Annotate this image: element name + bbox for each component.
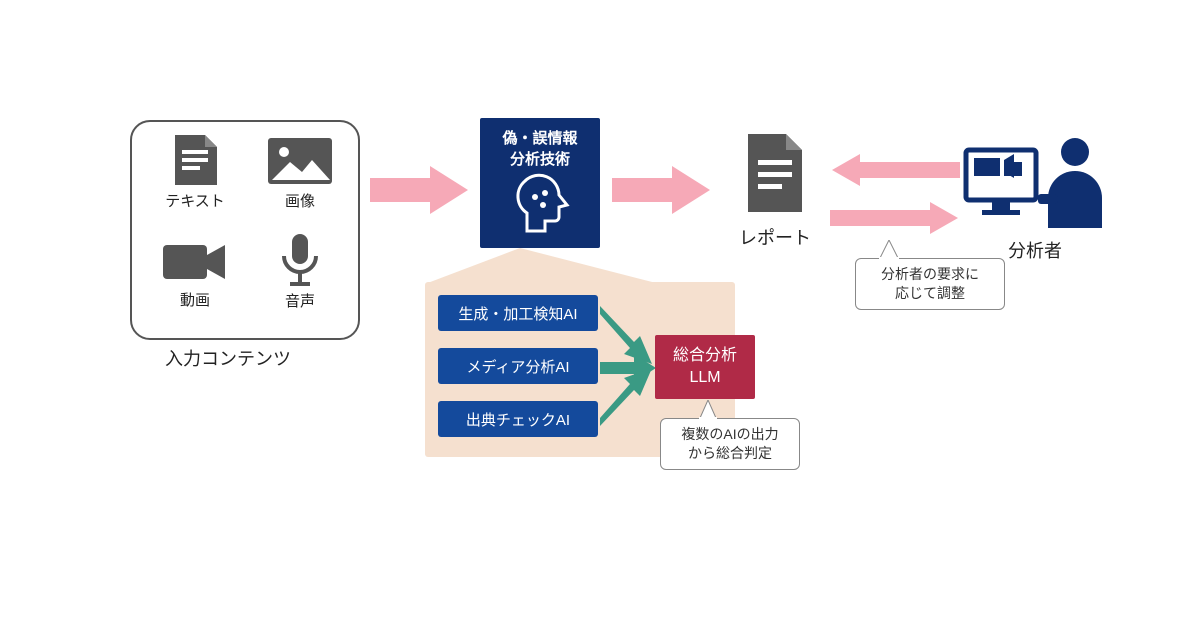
microphone-icon bbox=[270, 230, 330, 290]
tile-audio-label: 音声 bbox=[255, 290, 345, 311]
analyst-callout: 分析者の要求に 応じて調整 bbox=[855, 258, 1005, 310]
arrow-input-to-center bbox=[370, 160, 470, 220]
tile-text: テキスト bbox=[150, 130, 240, 211]
arrow-ai3-to-llm bbox=[600, 368, 656, 438]
picture-icon bbox=[262, 130, 338, 190]
analyst-callout-1: 分析者の要求に bbox=[881, 266, 979, 282]
input-section-title: 入力コンテンツ bbox=[165, 345, 291, 371]
llm-box: 総合分析 LLM bbox=[655, 335, 755, 399]
arrow-report-to-analyst bbox=[830, 198, 960, 238]
llm-line1: 総合分析 bbox=[673, 345, 737, 367]
ai-module-3: 出典チェックAI bbox=[438, 401, 598, 437]
tile-image: 画像 bbox=[255, 130, 345, 211]
llm-line2: LLM bbox=[689, 367, 720, 389]
center-title-1: 偽・誤情報 bbox=[502, 127, 577, 148]
report-block: レポート bbox=[730, 130, 820, 250]
diagram-stage: テキスト 画像 動画 音声 入力コンテンツ bbox=[0, 0, 1200, 629]
llm-callout-1: 複数のAIの出力 bbox=[681, 426, 778, 442]
document-icon bbox=[160, 130, 230, 190]
analyst-icon bbox=[960, 130, 1110, 230]
analyst-callout-2: 応じて調整 bbox=[895, 285, 965, 301]
llm-callout: 複数のAIの出力 から総合判定 bbox=[660, 418, 800, 470]
tile-video-label: 動画 bbox=[150, 289, 240, 310]
panel-connector bbox=[425, 246, 665, 286]
arrow-center-to-report bbox=[612, 160, 712, 220]
llm-callout-tail bbox=[698, 400, 718, 420]
tile-audio: 音声 bbox=[255, 230, 345, 311]
center-analysis-box: 偽・誤情報 分析技術 bbox=[480, 118, 600, 248]
tile-text-label: テキスト bbox=[150, 190, 240, 211]
llm-callout-2: から総合判定 bbox=[688, 445, 772, 461]
tile-video: 動画 bbox=[150, 235, 240, 310]
videocam-icon bbox=[157, 235, 233, 289]
analyst-callout-tail bbox=[878, 240, 900, 260]
arrow-analyst-to-report bbox=[830, 150, 960, 190]
ai-module-2: メディア分析AI bbox=[438, 348, 598, 384]
report-document-icon bbox=[736, 130, 814, 220]
ai-module-1: 生成・加工検知AI bbox=[438, 295, 598, 331]
analyst-block: 分析者 bbox=[960, 130, 1110, 263]
tile-image-label: 画像 bbox=[255, 190, 345, 211]
center-title-2: 分析技術 bbox=[510, 148, 570, 169]
report-label: レポート bbox=[730, 224, 820, 250]
head-gears-icon bbox=[505, 169, 575, 239]
